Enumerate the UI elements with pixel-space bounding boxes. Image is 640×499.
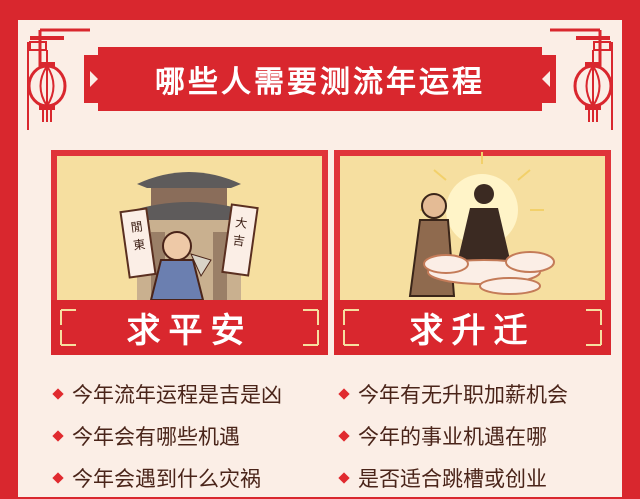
- lantern-icon: [573, 36, 613, 122]
- diamond-bullet-icon: [338, 430, 350, 442]
- lantern-icon: [27, 36, 67, 122]
- diamond-bullet-icon: [52, 472, 64, 484]
- title-banner: 哪些人需要测流年运程: [84, 47, 556, 111]
- card-title: 求平安: [126, 311, 253, 351]
- card-illustration: [51, 150, 328, 355]
- card-safety: 閒東 大吉 求平安: [51, 150, 328, 355]
- page-title: 哪些人需要测流年运程: [155, 65, 485, 100]
- list-item: 是否适合跳槽或创业: [338, 457, 568, 499]
- card-promotion: 求升迁: [334, 150, 611, 355]
- list-item: 今年有无升职加薪机会: [338, 373, 568, 415]
- diamond-bullet-icon: [52, 430, 64, 442]
- list-item: 今年流年运程是吉是凶: [52, 373, 282, 415]
- list-item: 今年会遇到什么灾祸: [52, 457, 282, 499]
- diamond-bullet-icon: [338, 388, 350, 400]
- list-safety: 今年流年运程是吉是凶 今年会有哪些机遇 今年会遇到什么灾祸: [52, 373, 282, 499]
- card-title: 求升迁: [409, 311, 536, 351]
- list-item: 今年的事业机遇在哪: [338, 415, 568, 457]
- banner-shape: [84, 47, 556, 111]
- diamond-bullet-icon: [52, 388, 64, 400]
- list-item: 今年会有哪些机遇: [52, 415, 282, 457]
- diamond-bullet-icon: [338, 472, 350, 484]
- card-illustration: [334, 150, 611, 355]
- list-promotion: 今年有无升职加薪机会 今年的事业机遇在哪 是否适合跳槽或创业: [338, 373, 568, 499]
